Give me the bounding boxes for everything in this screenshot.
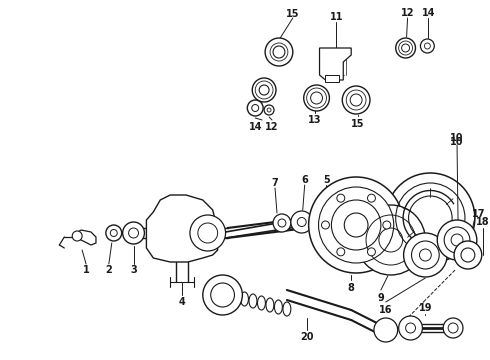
Circle shape — [321, 221, 329, 229]
Circle shape — [297, 217, 306, 226]
Text: 10: 10 — [450, 137, 464, 147]
Text: 12: 12 — [401, 8, 415, 18]
Circle shape — [110, 230, 117, 237]
Circle shape — [278, 219, 286, 227]
Circle shape — [267, 108, 271, 112]
Circle shape — [190, 215, 225, 251]
Circle shape — [252, 104, 259, 112]
Text: 18: 18 — [476, 217, 490, 227]
Text: 17: 17 — [472, 209, 486, 219]
Circle shape — [402, 44, 410, 52]
Text: 20: 20 — [300, 332, 314, 342]
Circle shape — [265, 38, 293, 66]
Text: 6: 6 — [301, 175, 308, 185]
Circle shape — [399, 316, 422, 340]
Circle shape — [343, 86, 370, 114]
Polygon shape — [319, 48, 351, 80]
Circle shape — [128, 228, 139, 238]
Circle shape — [259, 85, 269, 95]
Text: 14: 14 — [248, 122, 262, 132]
Ellipse shape — [232, 290, 240, 304]
Circle shape — [383, 221, 391, 229]
Circle shape — [406, 323, 416, 333]
Circle shape — [337, 248, 345, 256]
Text: 1: 1 — [83, 265, 90, 275]
Circle shape — [106, 225, 122, 241]
Polygon shape — [147, 195, 218, 262]
Text: 14: 14 — [421, 8, 435, 18]
Circle shape — [443, 318, 463, 338]
Text: 16: 16 — [379, 305, 392, 315]
Ellipse shape — [283, 302, 291, 316]
Text: 7: 7 — [271, 178, 278, 188]
Circle shape — [203, 275, 243, 315]
Circle shape — [454, 241, 482, 269]
Text: 9: 9 — [377, 293, 384, 303]
Circle shape — [350, 94, 362, 106]
Circle shape — [273, 46, 285, 58]
Text: 3: 3 — [130, 265, 137, 275]
Text: 10: 10 — [450, 133, 464, 143]
Text: 2: 2 — [105, 265, 112, 275]
Circle shape — [273, 214, 291, 232]
Circle shape — [309, 177, 404, 273]
Circle shape — [291, 211, 313, 233]
Circle shape — [424, 43, 430, 49]
Text: 13: 13 — [308, 115, 321, 125]
Circle shape — [437, 220, 477, 260]
Circle shape — [323, 215, 330, 221]
Text: 12: 12 — [265, 122, 279, 132]
Text: 19: 19 — [418, 303, 432, 313]
Circle shape — [448, 323, 458, 333]
Circle shape — [374, 318, 398, 342]
Circle shape — [368, 194, 375, 202]
Ellipse shape — [223, 288, 231, 302]
Ellipse shape — [274, 300, 282, 314]
Polygon shape — [73, 230, 96, 245]
Text: 5: 5 — [323, 175, 330, 185]
Circle shape — [404, 233, 447, 277]
Circle shape — [337, 194, 345, 202]
Circle shape — [396, 38, 416, 58]
Circle shape — [420, 39, 434, 53]
Circle shape — [311, 92, 322, 104]
Ellipse shape — [266, 298, 274, 312]
Text: 8: 8 — [348, 283, 355, 293]
Circle shape — [304, 85, 329, 111]
Circle shape — [386, 173, 475, 263]
Circle shape — [318, 209, 335, 227]
Ellipse shape — [257, 296, 266, 310]
Text: 15: 15 — [351, 119, 365, 129]
Circle shape — [318, 187, 394, 263]
Ellipse shape — [241, 292, 248, 306]
Text: 15: 15 — [286, 9, 299, 19]
Ellipse shape — [249, 294, 257, 308]
Polygon shape — [325, 75, 339, 82]
Circle shape — [252, 78, 276, 102]
Text: 4: 4 — [179, 297, 185, 307]
Circle shape — [72, 231, 82, 241]
Circle shape — [247, 100, 263, 116]
Circle shape — [368, 248, 375, 256]
Circle shape — [122, 222, 145, 244]
Circle shape — [356, 205, 425, 275]
Text: 11: 11 — [330, 12, 343, 22]
Circle shape — [264, 105, 274, 115]
